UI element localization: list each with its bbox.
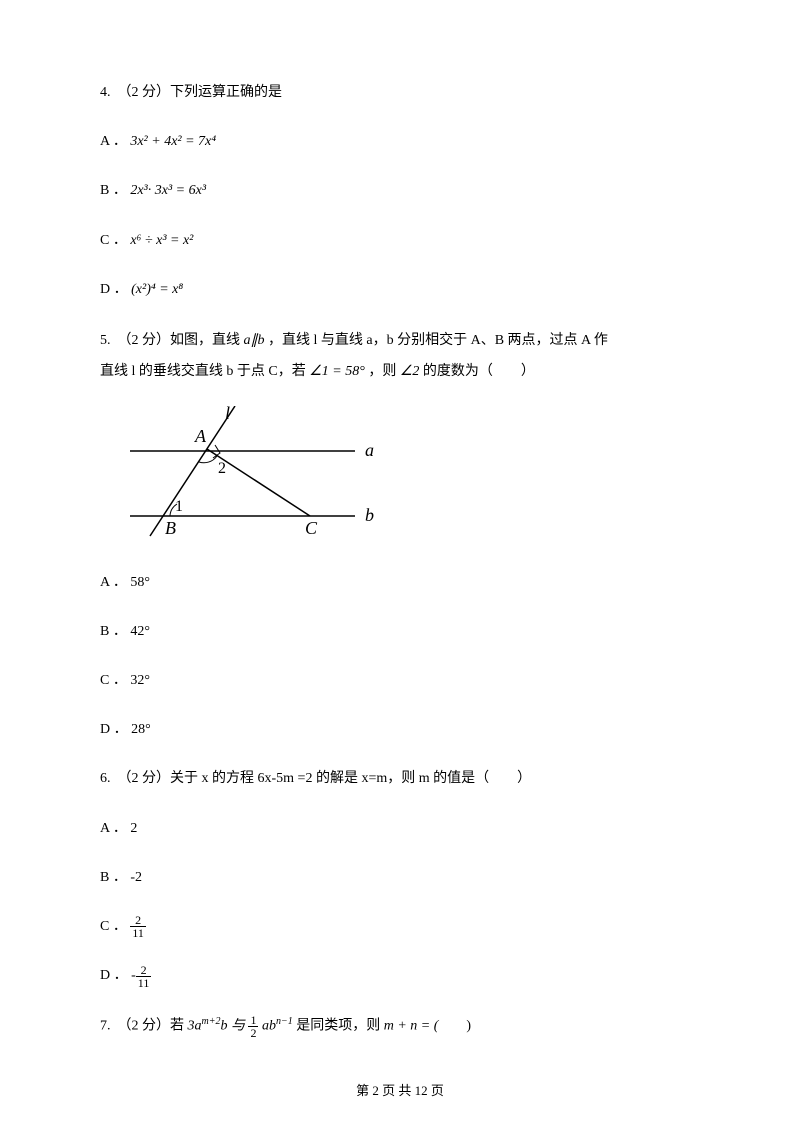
q4-optD-formula: (x²)⁴ = x⁸ [131, 282, 183, 297]
diagram-label-2: 2 [218, 460, 226, 477]
q4-optB-label: B ． [100, 183, 127, 198]
q7-exp2: n−1 [276, 1016, 293, 1027]
q5-stem-f1: a∥b [244, 333, 265, 348]
diagram-label-C: C [305, 518, 318, 538]
q5-stem-f3: ∠2 [400, 364, 420, 379]
q4-optA-label: A ． [100, 134, 127, 149]
q6-option-a: A ． 2 [100, 816, 700, 841]
q7-f1c: ab [258, 1018, 276, 1033]
q5-stem-p4: ，则 [365, 364, 400, 379]
page-footer: 第 2 页 共 12 页 [0, 1079, 800, 1102]
q6-option-d: D ． - 2 11 [100, 963, 700, 988]
q5-diagram: l A a 2 1 B C b [110, 406, 700, 550]
q6-optD-den: 11 [136, 977, 152, 989]
q6-optC-label: C ． [100, 919, 127, 934]
q4-option-c: C ． x⁶ ÷ x³ = x² [100, 228, 700, 253]
q4-optA-formula: 3x² + 4x² = 7x⁴ [130, 134, 216, 149]
q6-option-c: C ． 2 11 [100, 914, 700, 939]
q4-option-b: B ． 2x³· 3x³ = 6x³ [100, 178, 700, 203]
q7-exp1: m+2 [202, 1016, 221, 1027]
q4-stem: 4. （2 分）下列运算正确的是 [100, 80, 700, 105]
q4-optC-formula: x⁶ ÷ x³ = x² [130, 233, 193, 248]
q5-stem-p5: 的度数为（ ） [419, 364, 535, 379]
diagram-label-l: l [225, 406, 230, 423]
q5-stem: 5. （2 分）如图，直线 a∥b ，直线 l 与直线 a，b 分别相交于 A、… [100, 326, 700, 388]
q6-optD-label: D ． [100, 968, 128, 983]
q7-stem: 7. （2 分）若 3am+2b 与 12 abn−1 是同类项，则 m + n… [100, 1013, 700, 1039]
diagram-label-A: A [194, 426, 207, 446]
q4-optC-label: C ． [100, 233, 127, 248]
q7-f1b: b 与 [220, 1018, 248, 1033]
q7-f1a: 3a [188, 1018, 202, 1033]
q4-optB-formula: 2x³· 3x³ = 6x³ [130, 183, 206, 198]
q5-stem-p2: ，直线 l 与直线 a，b 分别相交于 A、B 两点，过点 A 作 [265, 333, 608, 348]
q4-optD-label: D ． [100, 282, 128, 297]
diagram-label-a: a [365, 440, 374, 460]
diagram-label-1: 1 [175, 498, 183, 515]
diagram-label-b: b [365, 505, 374, 525]
q6-optC-fraction: 2 11 [130, 914, 146, 939]
q6-optC-den: 11 [130, 927, 146, 939]
q5-option-d: D ． 28° [100, 717, 700, 742]
q4-option-d: D ． (x²)⁴ = x⁸ [100, 277, 700, 302]
q7-stem-p2: 是同类项，则 [293, 1018, 384, 1033]
q5-option-c: C ． 32° [100, 668, 700, 693]
q5-stem-f2: ∠1 = 58° [309, 364, 365, 379]
q5-stem-p1: 5. （2 分）如图，直线 [100, 333, 244, 348]
q6-option-b: B ． -2 [100, 865, 700, 890]
q6-optD-num: 2 [136, 964, 152, 977]
q5-stem-p3: 直线 l 的垂线交直线 b 于点 C，若 [100, 364, 309, 379]
q7-frac-num: 1 [248, 1014, 258, 1027]
q4-option-a: A ． 3x² + 4x² = 7x⁴ [100, 129, 700, 154]
q5-option-b: B ． 42° [100, 619, 700, 644]
q7-stem-p1: 7. （2 分）若 [100, 1018, 188, 1033]
q7-f2: m + n = ( [384, 1018, 439, 1033]
q7-stem-p3: ) [438, 1018, 471, 1033]
diagram-label-B: B [165, 518, 176, 538]
q6-optD-fraction: 2 11 [136, 964, 152, 989]
q7-frac-den: 2 [248, 1027, 258, 1039]
q7-frac: 12 [248, 1014, 258, 1039]
q5-option-a: A ． 58° [100, 570, 700, 595]
q6-stem: 6. （2 分）关于 x 的方程 6x-5m =2 的解是 x=m，则 m 的值… [100, 766, 700, 791]
